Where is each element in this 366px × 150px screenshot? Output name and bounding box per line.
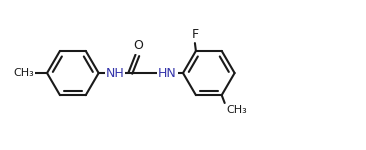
Text: NH: NH <box>106 67 124 80</box>
Text: CH₃: CH₃ <box>14 68 34 78</box>
Text: F: F <box>191 28 198 41</box>
Text: CH₃: CH₃ <box>227 105 247 115</box>
Text: HN: HN <box>158 67 177 80</box>
Text: O: O <box>133 39 143 52</box>
